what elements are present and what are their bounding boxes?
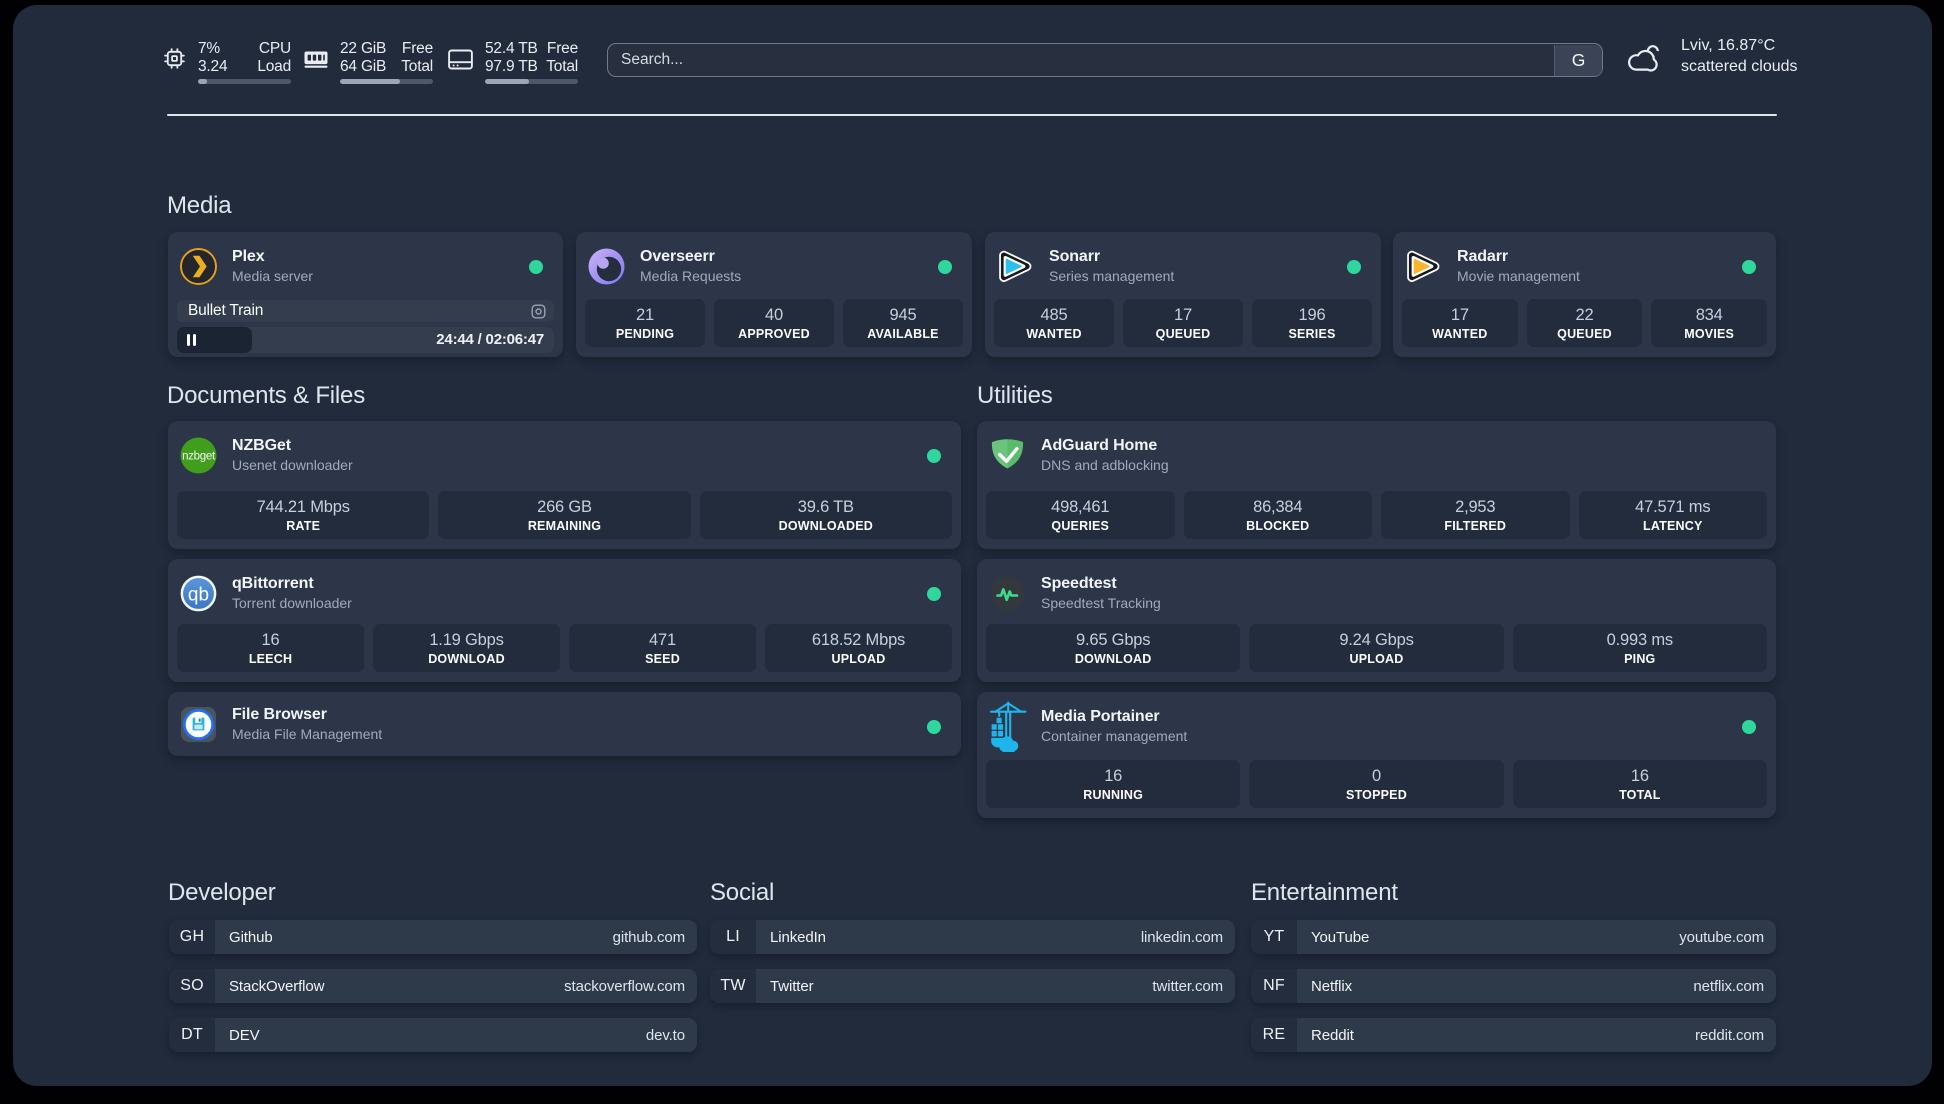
svg-text:qb: qb	[188, 585, 209, 606]
svg-text:nzbget: nzbget	[182, 451, 216, 463]
